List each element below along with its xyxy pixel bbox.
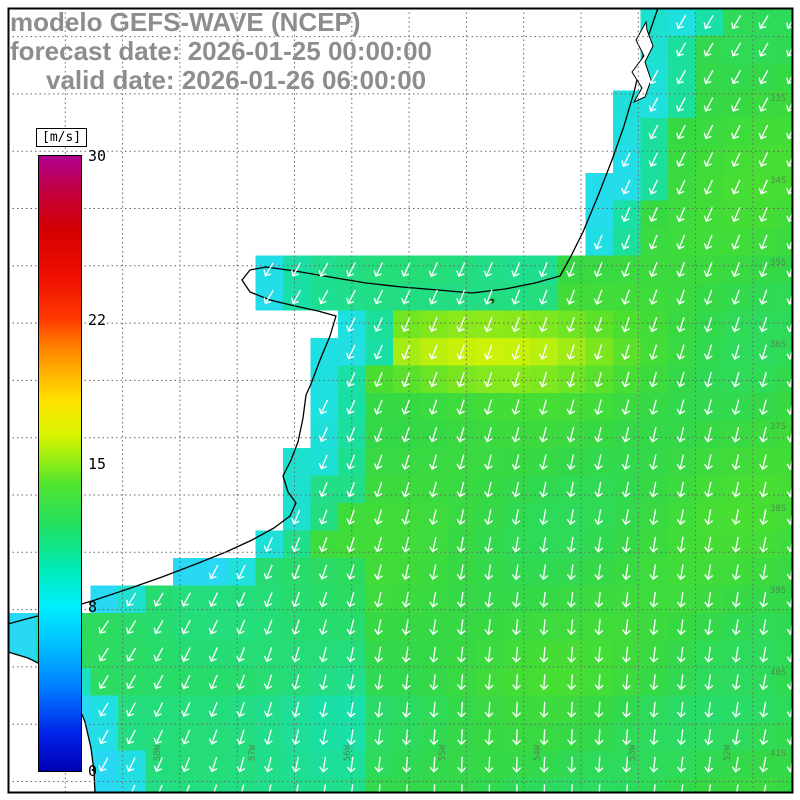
colorbar-gradient (38, 155, 82, 772)
colorbar-units-label: [m/s] (36, 128, 88, 147)
colorbar-tick-30: 30 (88, 147, 107, 165)
colorbar-ticks: 30 22 15 8 0 (36, 128, 166, 800)
coastal-lagoon (631, 20, 654, 104)
colorbar-tick-8: 8 (88, 598, 98, 616)
map-frame (7, 7, 794, 794)
colorbar-tick-22: 22 (88, 311, 107, 329)
colorbar-tick-0: 0 (88, 762, 98, 780)
colorbar: [m/s] 30 22 15 8 0 (36, 128, 166, 800)
colorbar-tick-15: 15 (88, 454, 107, 473)
